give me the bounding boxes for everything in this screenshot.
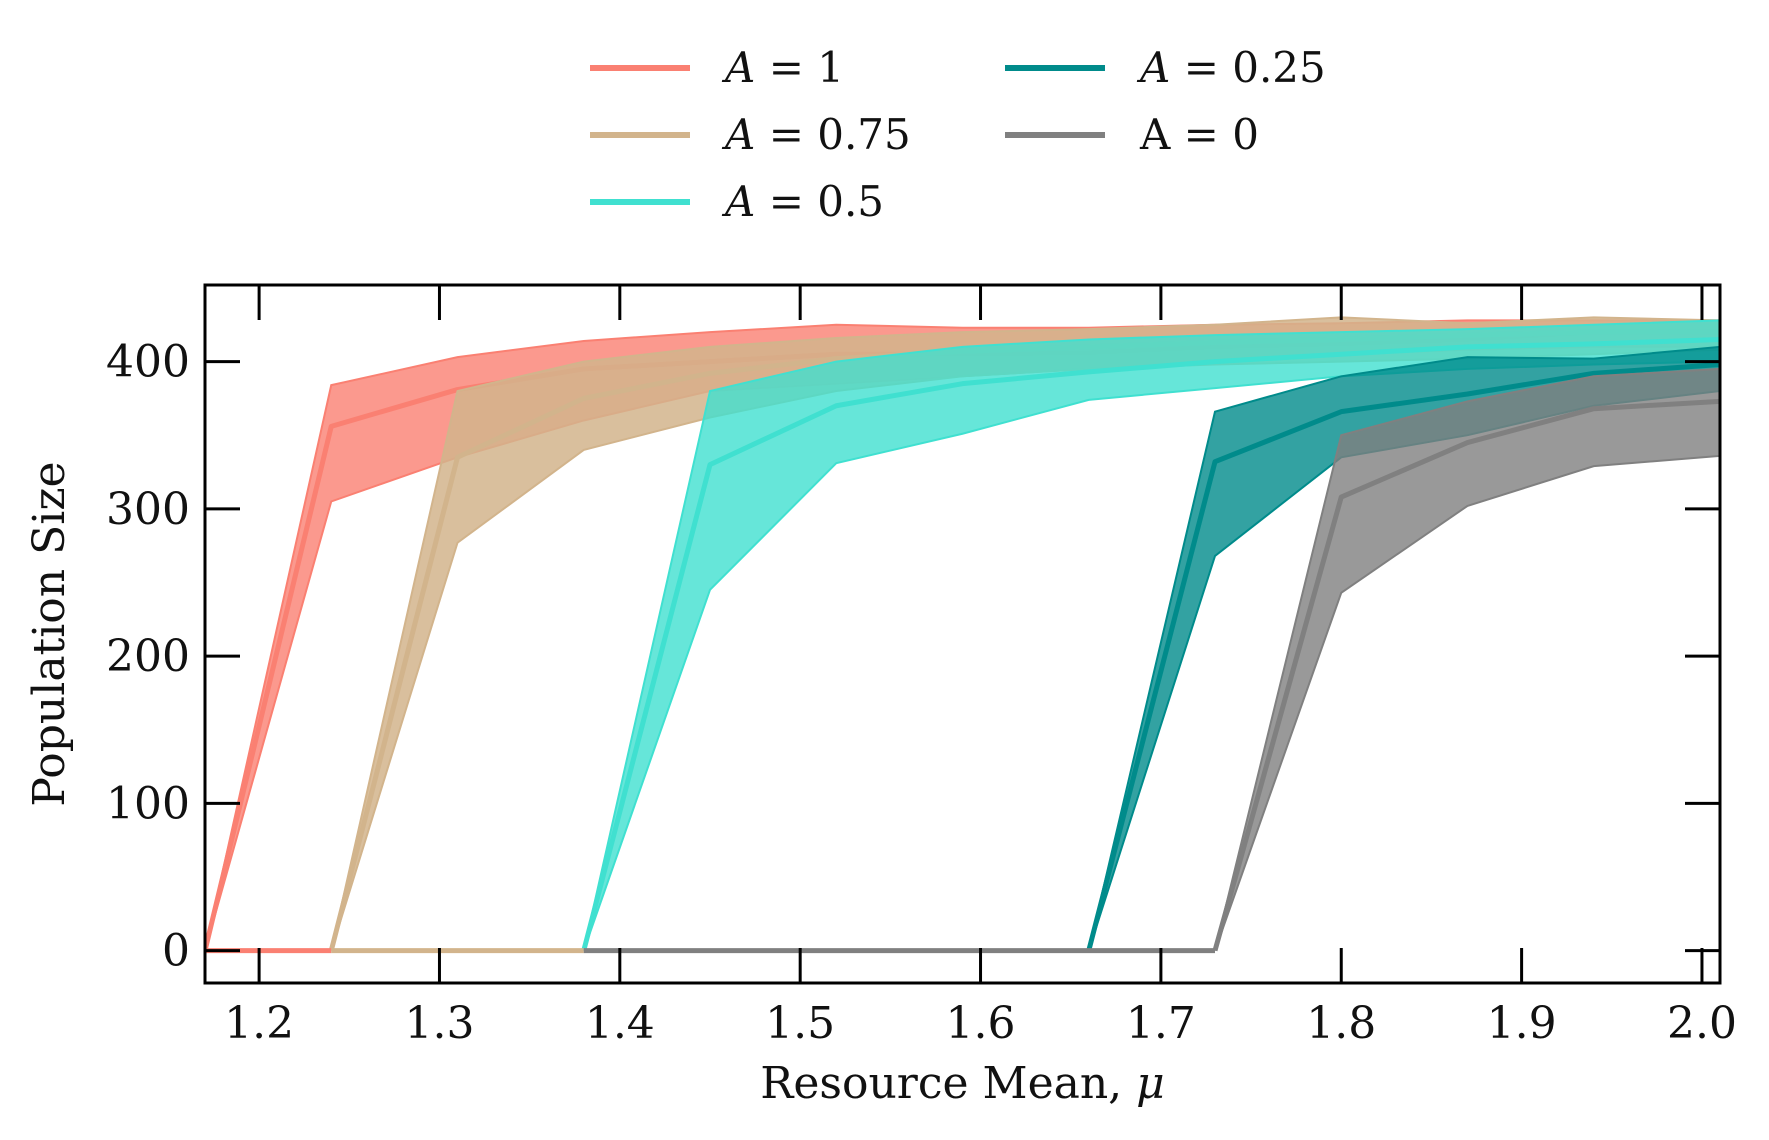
x-tick-label: 1.5 (765, 998, 835, 1049)
y-tick-label: 400 (106, 337, 190, 388)
x-tick-label: 1.4 (585, 998, 655, 1049)
x-tick-label: 1.9 (1487, 998, 1557, 1049)
legend-item: A = 0 (1005, 110, 1259, 159)
legend-label: A = 0.25 (1136, 43, 1326, 92)
y-axis-label: Population Size (24, 461, 75, 806)
band-a-0 (1214, 367, 1720, 951)
legend-item: A = 0.25 (1005, 43, 1326, 92)
y-tick-label: 300 (106, 484, 190, 535)
x-tick-label: 2.0 (1667, 998, 1737, 1049)
legend-label: A = 0 (1139, 110, 1259, 159)
mean-line-a-0-25 (1086, 362, 1720, 952)
y-tick-label: 100 (106, 778, 190, 829)
x-axis-label: Resource Mean, μ (760, 1058, 1165, 1109)
x-tick-label: 1.8 (1306, 998, 1376, 1049)
mean-line-a-0 (1212, 398, 1720, 952)
legend-item: A = 1 (590, 43, 844, 92)
legend-label: A = 0.75 (721, 110, 911, 159)
series-a-0-5 (581, 319, 1720, 952)
legend-label: A = 0.5 (721, 177, 884, 226)
x-tick-label: 1.3 (404, 998, 474, 1049)
series-a-0-25 (1086, 345, 1720, 952)
x-tick-label: 1.6 (946, 998, 1016, 1049)
tick-labels: 1.2 1.3 1.4 1.5 1.6 1.7 1.8 1.9 2.0 0 100 200 300 400 (106, 337, 1737, 1049)
x-tick-label: 1.2 (224, 998, 294, 1049)
y-tick-label: 200 (106, 631, 190, 682)
band-a-0-25 (1087, 345, 1720, 951)
plot-frame (203, 283, 1722, 985)
legend-label: A = 1 (721, 43, 844, 92)
plot-area (205, 316, 1720, 952)
legend-item: A = 0.5 (590, 177, 884, 226)
mean-line-a-0-5 (581, 336, 1720, 952)
legend: A = 1 A = 0.75 A = 0.5 A = 0.25 A = 0 (590, 43, 1326, 226)
legend-item: A = 0.75 (590, 110, 911, 159)
y-tick-label: 0 (162, 926, 190, 977)
axis-ticks (205, 285, 1720, 983)
series-a-0 (1212, 367, 1720, 952)
band-a-0-5 (582, 319, 1720, 951)
x-tick-label: 1.7 (1126, 998, 1196, 1049)
